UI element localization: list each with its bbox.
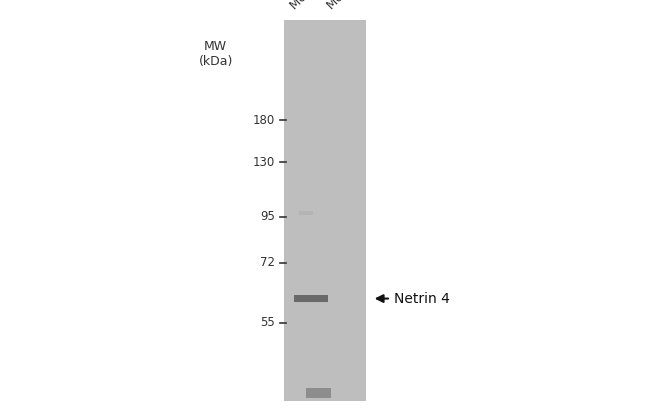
Text: 72: 72	[260, 256, 275, 269]
Text: Mouse spleen: Mouse spleen	[325, 0, 391, 13]
Text: Netrin 4: Netrin 4	[377, 291, 450, 306]
Text: Mouse cerebellum: Mouse cerebellum	[288, 0, 373, 13]
Text: 55: 55	[261, 316, 275, 329]
Bar	[285, 20, 365, 401]
Text: 180: 180	[253, 114, 275, 127]
Text: MW
(kDa): MW (kDa)	[199, 40, 233, 68]
Bar	[300, 211, 313, 214]
Bar	[294, 295, 328, 302]
Bar	[306, 388, 332, 398]
Text: 130: 130	[253, 156, 275, 169]
Text: 95: 95	[260, 210, 275, 223]
